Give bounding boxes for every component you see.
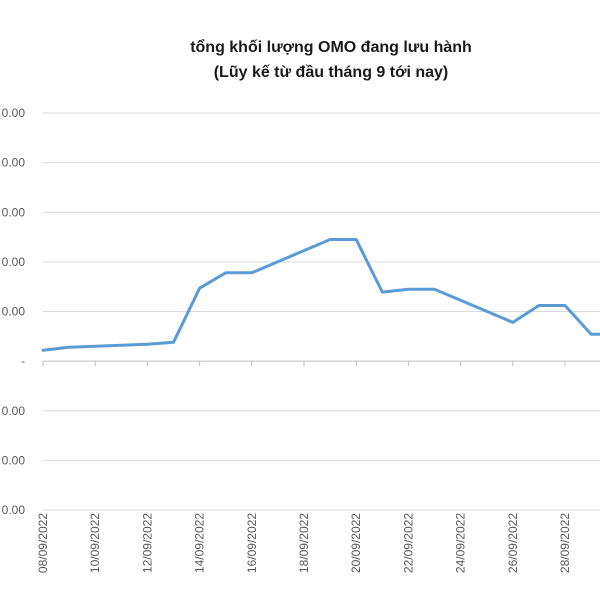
gridlines (43, 112, 600, 511)
x-tick-label: 12/09/2022 (140, 513, 154, 573)
x-tick-label: 14/09/2022 (193, 513, 207, 573)
x-tick-label: 08/09/2022 (36, 513, 50, 573)
y-axis-tick-labels: 0.00 0.00 0.00 0.00 0.00 - 0.00 0.00 0.00 (2, 106, 26, 517)
y-tick-label: 0.00 (2, 453, 26, 467)
y-tick-label: 0.00 (2, 305, 26, 319)
y-tick-label: 0.00 (2, 205, 26, 219)
x-tick-label: 18/09/2022 (297, 513, 311, 573)
chart-title-line-2: (Lũy kế từ đầu tháng 9 tới nay) (214, 64, 449, 81)
series-layer (41, 238, 600, 352)
x-axis-tick-labels: 08/09/2022 10/09/2022 12/09/2022 14/09/2022… (36, 361, 572, 573)
x-tick-label: 24/09/2022 (454, 513, 468, 573)
x-tick-label: 28/09/2022 (558, 513, 572, 573)
y-tick-label: 0.00 (2, 503, 26, 517)
x-tick-label: 16/09/2022 (245, 513, 259, 573)
y-tick-label: 0.00 (2, 106, 26, 120)
series-line (41, 238, 600, 352)
x-tick-label: 20/09/2022 (349, 513, 363, 573)
x-tick-label: 10/09/2022 (88, 513, 102, 573)
y-tick-label: 0.00 (2, 255, 26, 269)
y-tick-label: 0.00 (2, 404, 26, 418)
x-tick-label: 26/09/2022 (506, 513, 520, 573)
chart-title-line-1: tổng khối lượng OMO đang lưu hành (190, 38, 472, 56)
y-tick-label: 0.00 (2, 156, 26, 170)
y-tick-label: - (21, 354, 25, 368)
x-tick-label: 22/09/2022 (401, 513, 415, 573)
